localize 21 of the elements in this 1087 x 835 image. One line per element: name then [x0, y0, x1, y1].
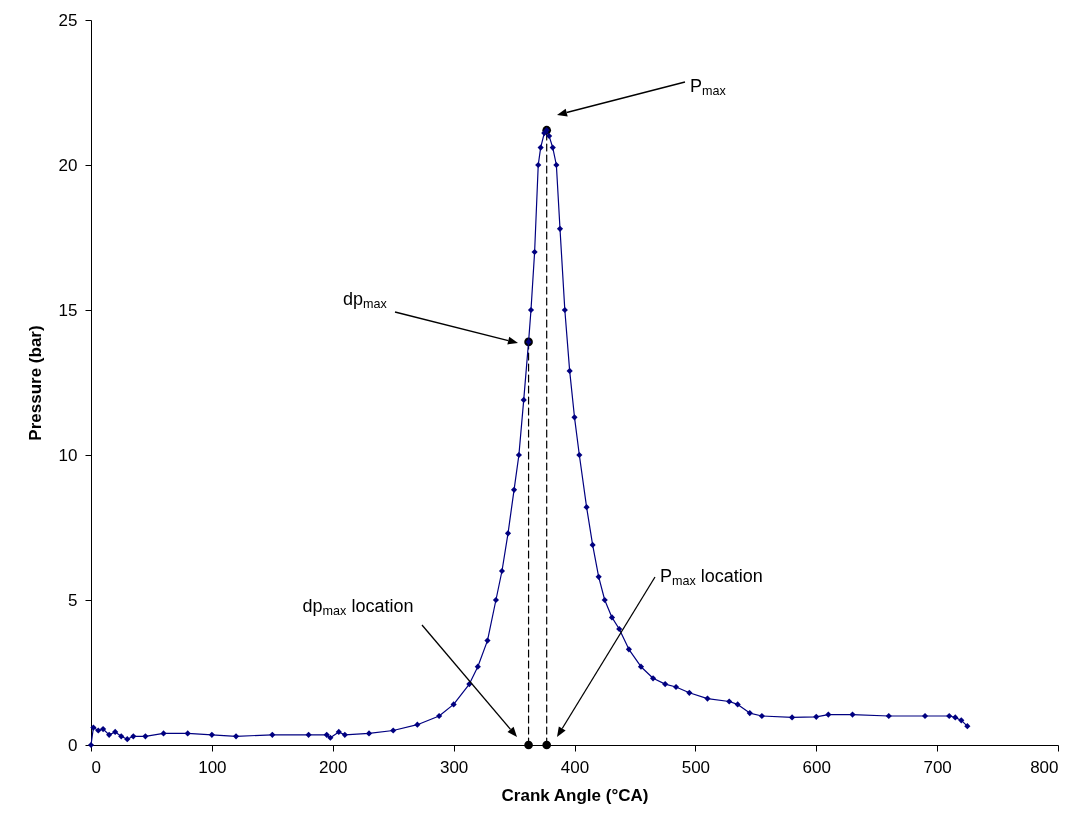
x-tick-label: 200 — [319, 757, 348, 777]
x-tick-label: 300 — [439, 757, 469, 777]
y-tick-label: 0 — [68, 735, 78, 755]
x-tick-label: 600 — [802, 757, 831, 777]
x-axis-title: Crank Angle (°CA) — [501, 785, 649, 805]
x-tick-label: 500 — [681, 757, 711, 777]
y-tick-label: 25 — [58, 10, 78, 30]
y-axis-title: Pressure (bar) — [25, 325, 45, 441]
y-tick-label: 20 — [58, 155, 78, 175]
x-tick-label: 400 — [560, 757, 590, 777]
y-tick-label: 15 — [58, 300, 78, 320]
x-tick-label: 100 — [198, 757, 227, 777]
y-tick-label: 10 — [58, 445, 78, 465]
annotation: dp$_{max}$ — [343, 289, 388, 312]
y-tick-label: 5 — [68, 590, 78, 610]
annotation: dp$_{max}$ location — [302, 596, 414, 619]
x-tick-label: 0 — [91, 757, 101, 777]
annotation: P$_{max}$ — [690, 76, 727, 99]
x-tick-label: 800 — [1030, 757, 1059, 777]
x-tick-label: 700 — [923, 757, 952, 777]
annotation: P$_{max}$ location — [660, 566, 763, 589]
